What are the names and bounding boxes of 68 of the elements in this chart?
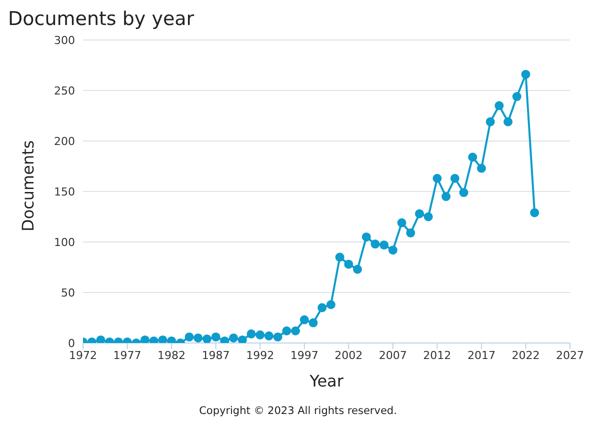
y-tick-label: 200 bbox=[54, 134, 75, 148]
point bbox=[344, 260, 354, 269]
point bbox=[521, 70, 530, 79]
point bbox=[504, 117, 513, 126]
point bbox=[380, 240, 389, 250]
x-tick-label: 1997 bbox=[290, 348, 318, 362]
x-tick-label: 1972 bbox=[69, 348, 97, 362]
point bbox=[167, 336, 176, 343]
y-tick-label: 150 bbox=[54, 185, 75, 198]
point bbox=[352, 264, 362, 274]
x-tick-label: 2007 bbox=[378, 348, 407, 362]
x-tick-label: 1992 bbox=[246, 348, 274, 362]
y-tick-label: 100 bbox=[54, 236, 75, 249]
point bbox=[468, 152, 478, 162]
point bbox=[397, 218, 406, 228]
point bbox=[326, 300, 336, 310]
x-tick-label: 2017 bbox=[467, 348, 496, 362]
point bbox=[291, 326, 300, 336]
point bbox=[238, 335, 247, 343]
point bbox=[308, 318, 318, 328]
point bbox=[211, 332, 220, 342]
point bbox=[96, 335, 106, 343]
text: Copyright © 2023 All rights reserved. bbox=[199, 405, 397, 417]
point bbox=[264, 331, 274, 340]
point bbox=[486, 117, 495, 126]
point bbox=[424, 212, 433, 222]
x-tick-label: 2022 bbox=[512, 348, 540, 362]
point bbox=[220, 336, 230, 343]
point bbox=[140, 335, 150, 343]
x-tick-label: 2002 bbox=[334, 348, 363, 362]
point bbox=[459, 188, 468, 198]
x-tick-label: 2027 bbox=[556, 348, 584, 362]
y-axis-title: Documents bbox=[18, 140, 38, 232]
x-tick-label: 2012 bbox=[423, 348, 452, 362]
point bbox=[184, 332, 194, 342]
point bbox=[229, 333, 238, 342]
point bbox=[362, 232, 371, 242]
point bbox=[282, 326, 292, 336]
point bbox=[414, 209, 424, 218]
y-tick-label: 0 bbox=[68, 336, 75, 350]
point bbox=[370, 240, 380, 249]
point bbox=[530, 208, 540, 218]
point bbox=[335, 252, 344, 262]
point bbox=[246, 329, 256, 338]
x-tick-label: 1982 bbox=[158, 348, 186, 362]
x-tick-label: 1987 bbox=[202, 348, 230, 362]
point bbox=[450, 174, 460, 183]
point bbox=[273, 332, 282, 342]
x-axis-title: Year bbox=[308, 371, 344, 390]
point bbox=[432, 174, 442, 183]
chart-title: Documents by year bbox=[8, 8, 194, 30]
point bbox=[476, 164, 486, 173]
point bbox=[158, 335, 168, 343]
y-tick-label: 50 bbox=[61, 286, 75, 300]
point bbox=[300, 315, 309, 324]
point bbox=[256, 330, 265, 340]
point bbox=[442, 192, 451, 202]
y-tick-label: 250 bbox=[54, 84, 75, 98]
point bbox=[202, 334, 212, 343]
point bbox=[194, 333, 203, 342]
x-tick-label: 1977 bbox=[113, 348, 142, 362]
point bbox=[494, 101, 504, 110]
point bbox=[149, 336, 158, 343]
point bbox=[388, 246, 398, 255]
point bbox=[512, 92, 522, 102]
y-tick-label: 300 bbox=[54, 34, 75, 47]
point bbox=[406, 228, 416, 238]
point bbox=[318, 303, 327, 312]
